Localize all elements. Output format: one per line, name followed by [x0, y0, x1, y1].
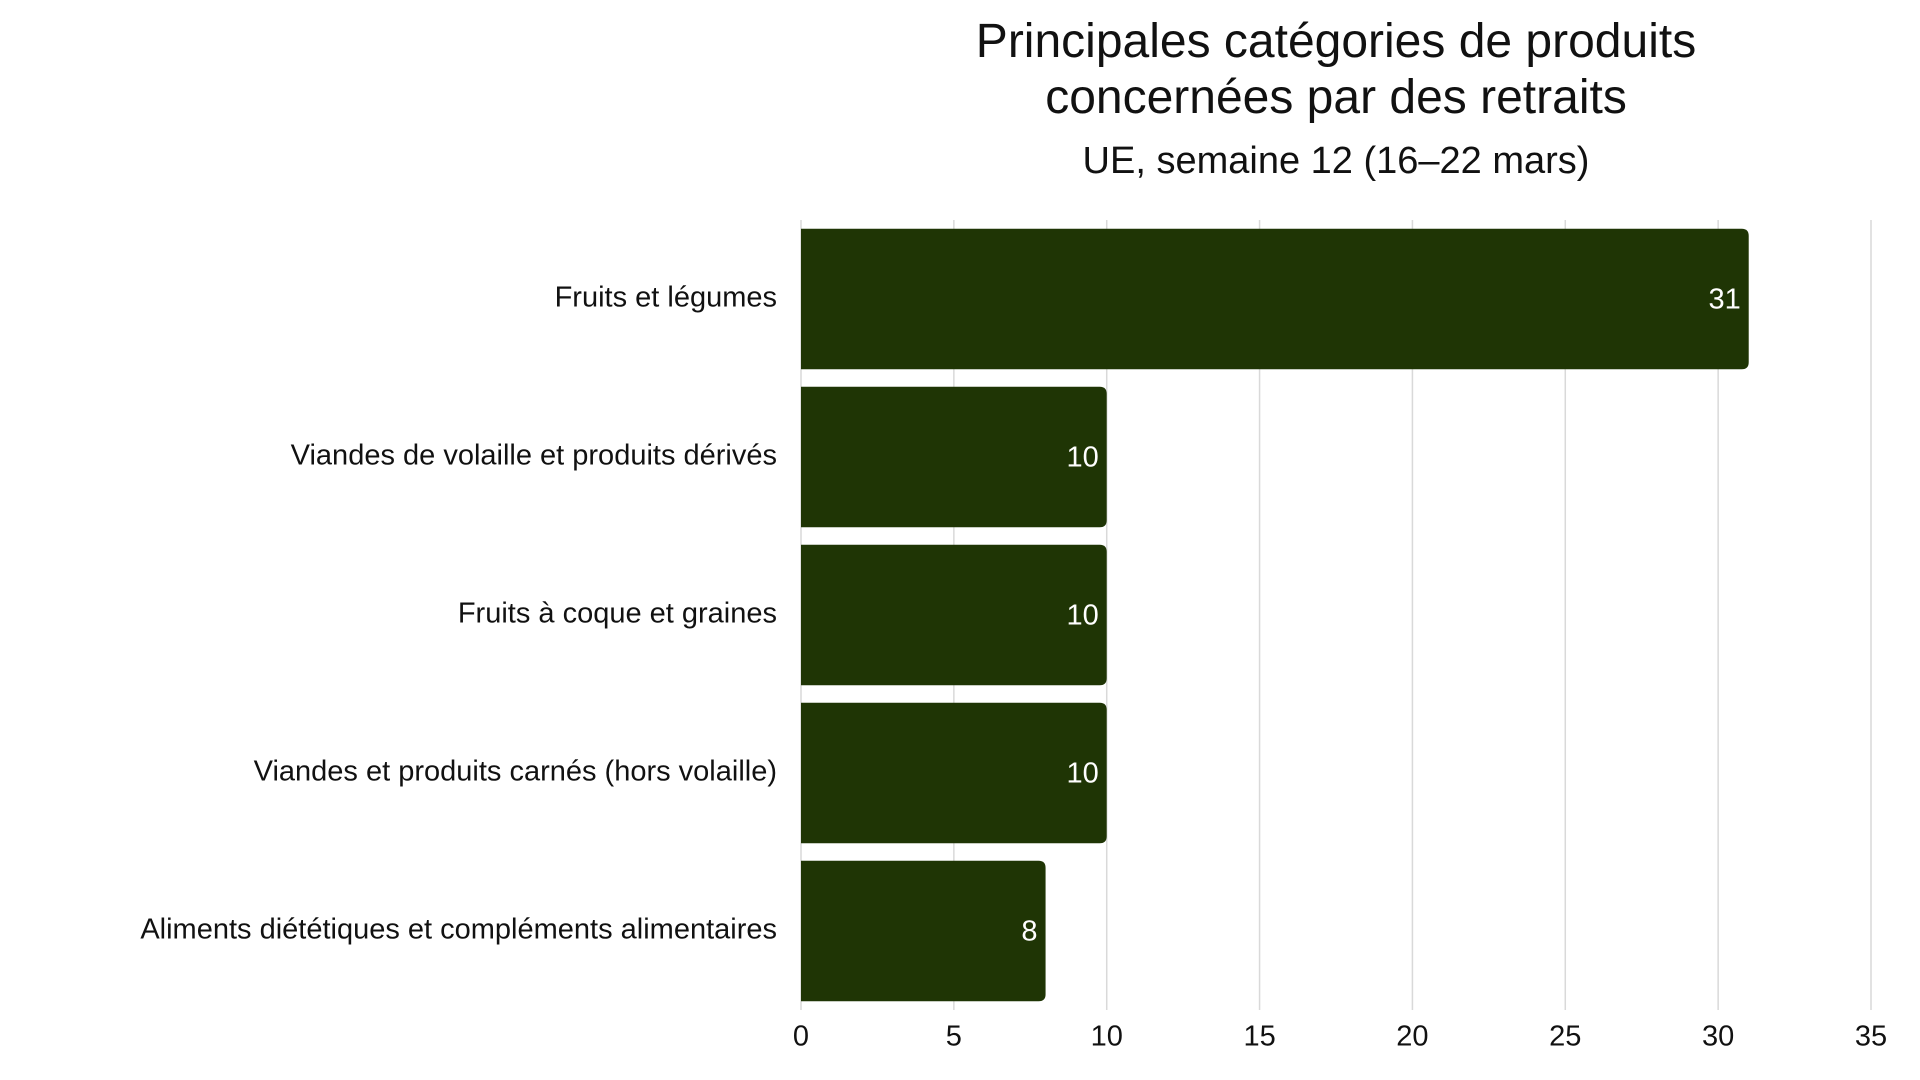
chart-title: Principales catégories de produits conce…	[975, 15, 1697, 124]
value-label: 31	[1708, 284, 1740, 316]
y-tick-label: Viandes et produits carnés (hors volaill…	[254, 756, 777, 788]
x-tick-label: 35	[1855, 1021, 1887, 1053]
x-tick-label: 25	[1549, 1021, 1581, 1053]
x-tick-label: 30	[1702, 1021, 1734, 1053]
value-label: 10	[1066, 758, 1098, 790]
chart-subtitle: UE, semaine 12 (16–22 mars)	[1082, 140, 1590, 182]
value-label: 10	[1066, 600, 1098, 632]
x-tick-label: 5	[946, 1021, 962, 1053]
y-tick-label: Fruits à coque et graines	[458, 598, 777, 630]
bar	[801, 860, 1046, 1002]
x-tick-label: 0	[793, 1021, 809, 1053]
y-tick-label: Aliments diététiques et compléments alim…	[140, 914, 777, 946]
x-tick-label: 10	[1091, 1021, 1123, 1053]
bar	[801, 228, 1749, 370]
bar	[801, 386, 1107, 528]
value-label: 8	[1021, 916, 1037, 948]
value-label: 10	[1066, 442, 1098, 474]
x-tick-label: 20	[1396, 1021, 1428, 1053]
x-tick-label: 15	[1243, 1021, 1275, 1053]
bar	[801, 702, 1107, 844]
bar	[801, 544, 1107, 686]
y-tick-label: Fruits et légumes	[555, 282, 777, 314]
y-tick-label: Viandes de volaille et produits dérivés	[291, 440, 777, 472]
